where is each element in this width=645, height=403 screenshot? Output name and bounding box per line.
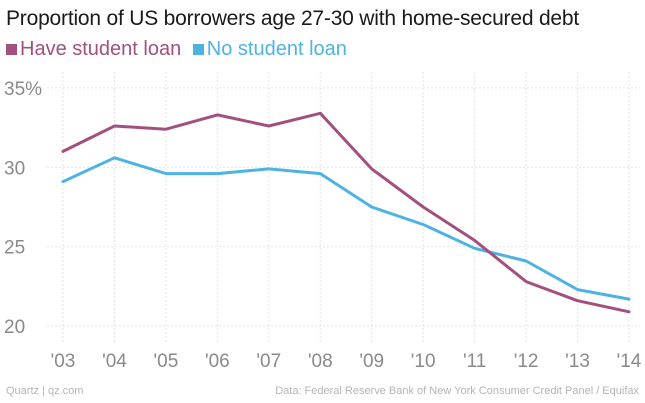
series-line-have-student-loan (61, 111, 631, 314)
x-tick-label: '06 (205, 351, 230, 372)
legend-label-no-student-loan: No student loan (206, 38, 347, 60)
x-tick-label: '12 (514, 351, 539, 372)
x-tick-label: '14 (617, 351, 642, 372)
y-tick-label: 20 (4, 317, 25, 338)
legend-item-no-student-loan: No student loan (192, 38, 347, 61)
series-line-no-student-loan (61, 156, 631, 301)
legend-item-have-student-loan: Have student loan (6, 38, 181, 61)
footer-source-left: Quartz | qz.com (6, 385, 84, 397)
chart-title: Proportion of US borrowers age 27-30 wit… (6, 7, 580, 30)
x-tick-label: '04 (102, 351, 127, 372)
x-tick-label: '09 (359, 351, 384, 372)
footer-source-right: Data: Federal Reserve Bank of New York C… (275, 385, 639, 397)
x-tick-label: '03 (51, 351, 76, 372)
x-tick-label: '11 (463, 351, 486, 372)
x-tick-label: '05 (154, 351, 179, 372)
legend-swatch-no-student-loan (192, 44, 204, 55)
x-tick-label: '08 (308, 351, 333, 372)
y-tick-label: 35% (4, 79, 42, 100)
x-tick-label: '07 (256, 351, 281, 372)
legend-swatch-have-student-loan (6, 44, 17, 55)
legend-label-have-student-loan: Have student loan (20, 38, 182, 60)
y-tick-label: 30 (4, 158, 25, 179)
legend: Have student loan No student loan (6, 38, 353, 61)
x-tick-label: '10 (411, 351, 436, 372)
y-tick-label: 25 (4, 238, 25, 259)
x-tick-label: '13 (565, 351, 590, 372)
